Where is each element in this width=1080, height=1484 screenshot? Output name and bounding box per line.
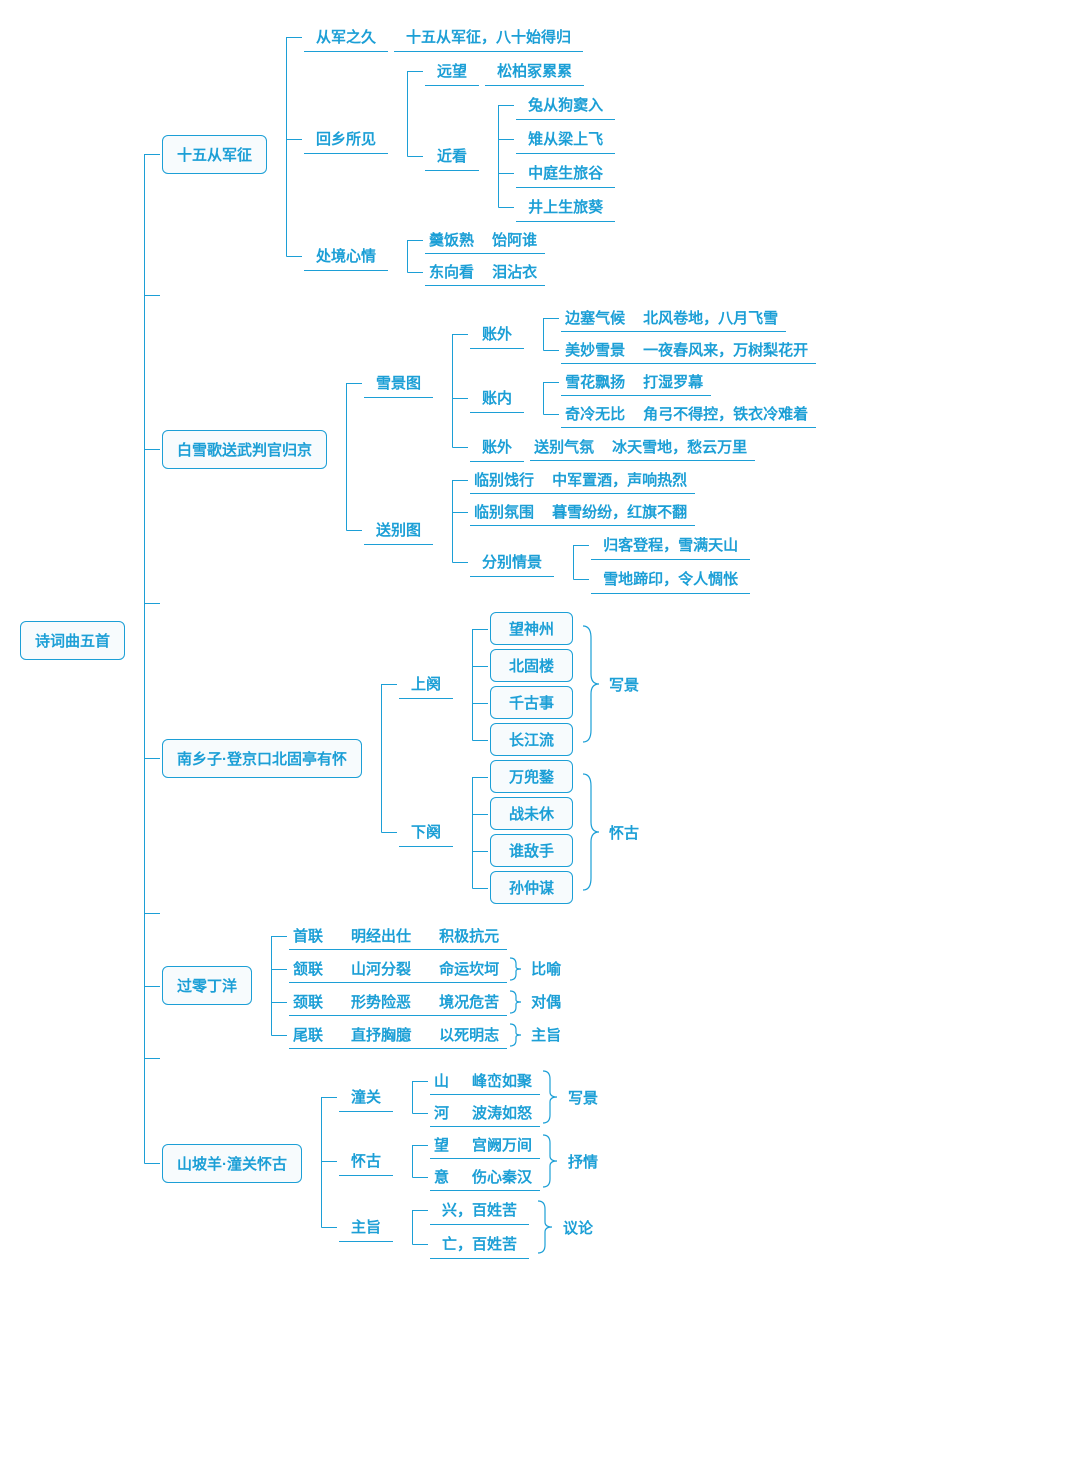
p3-lower-label: 下阕 [399,817,453,847]
p1-b2-label: 回乡所见 [304,124,388,154]
p1-near-1: 兔从狗窦入 [516,90,615,120]
p3-upper-label: 上阕 [399,669,453,699]
p4-annot-2: 对偶 [523,987,569,1016]
p1-near-4: 井上生旅葵 [516,192,615,222]
poem-1: 十五从军征 从军之久 十五从军征，八十始得归 回乡所见 远 [144,20,816,288]
p2-r3-label: 分别情景 [470,547,554,577]
p5-g2-annot: 抒情 [560,1147,606,1176]
poem-3: 南乡子·登京口北固亭有怀 上阕 望神州 北固楼 千古事 长江流 写景 [144,610,816,906]
p1-b1-label: 从军之久 [304,22,388,52]
p2-out2-label: 账外 [470,432,524,462]
p5-g1-annot: 写景 [560,1083,606,1112]
p1-b3-p2: 东向看泪沾衣 [425,258,545,286]
p1-far-text: 松柏冢累累 [485,56,584,86]
p3-upper-annot: 写景 [601,670,647,699]
poem-1-title: 十五从军征 [162,135,267,174]
p1-near-label: 近看 [425,141,479,171]
p5-g3-annot: 议论 [555,1213,601,1242]
p1-b1-text: 十五从军征，八十始得归 [394,22,583,52]
mind-map-root: 诗词曲五首 十五从军征 从军之久 十五从军征，八十始得归 回乡所见 [20,20,1060,1261]
p5-g2-label: 怀古 [339,1146,393,1176]
p2-send-label: 送别图 [364,515,433,545]
poem-2-title: 白雪歌送武判官归京 [162,430,327,469]
brace-lower: 怀古 [579,768,647,896]
p1-far-label: 远望 [425,56,479,86]
p2-in1-label: 账内 [470,383,524,413]
poem-5-title: 山坡羊·潼关怀古 [162,1144,302,1183]
p1-near-3: 中庭生旅谷 [516,158,615,188]
p4-annot-3: 主旨 [523,1020,569,1049]
root-node: 诗词曲五首 [20,621,125,660]
poem-5: 山坡羊·潼关怀古 潼关 山峰峦如聚 河波涛如怒 写景 [144,1065,816,1261]
p5-g3-label: 主旨 [339,1212,393,1242]
poem-4: 过零丁洋 首联 明经出仕 积极抗元 [144,920,816,1051]
p4-annot-1: 比喻 [523,954,569,983]
p3-lower-annot: 怀古 [601,818,647,847]
p2-snow-label: 雪景图 [364,368,433,398]
brace-upper: 写景 [579,620,647,748]
p5-g1-label: 潼关 [339,1082,393,1112]
p1-b3-label: 处境心情 [304,241,388,271]
poem-2: 白雪歌送武判官归京 雪景图 账外 边塞气候北风卷地，八月飞雪 美妙雪景一夜春风来… [144,302,816,596]
p1-b3-p1: 羹饭熟饴阿谁 [425,226,545,254]
poem-3-title: 南乡子·登京口北固亭有怀 [162,739,362,778]
p1-near-2: 雉从梁上飞 [516,124,615,154]
poem-4-title: 过零丁洋 [162,966,252,1005]
p2-out1-label: 账外 [470,319,524,349]
